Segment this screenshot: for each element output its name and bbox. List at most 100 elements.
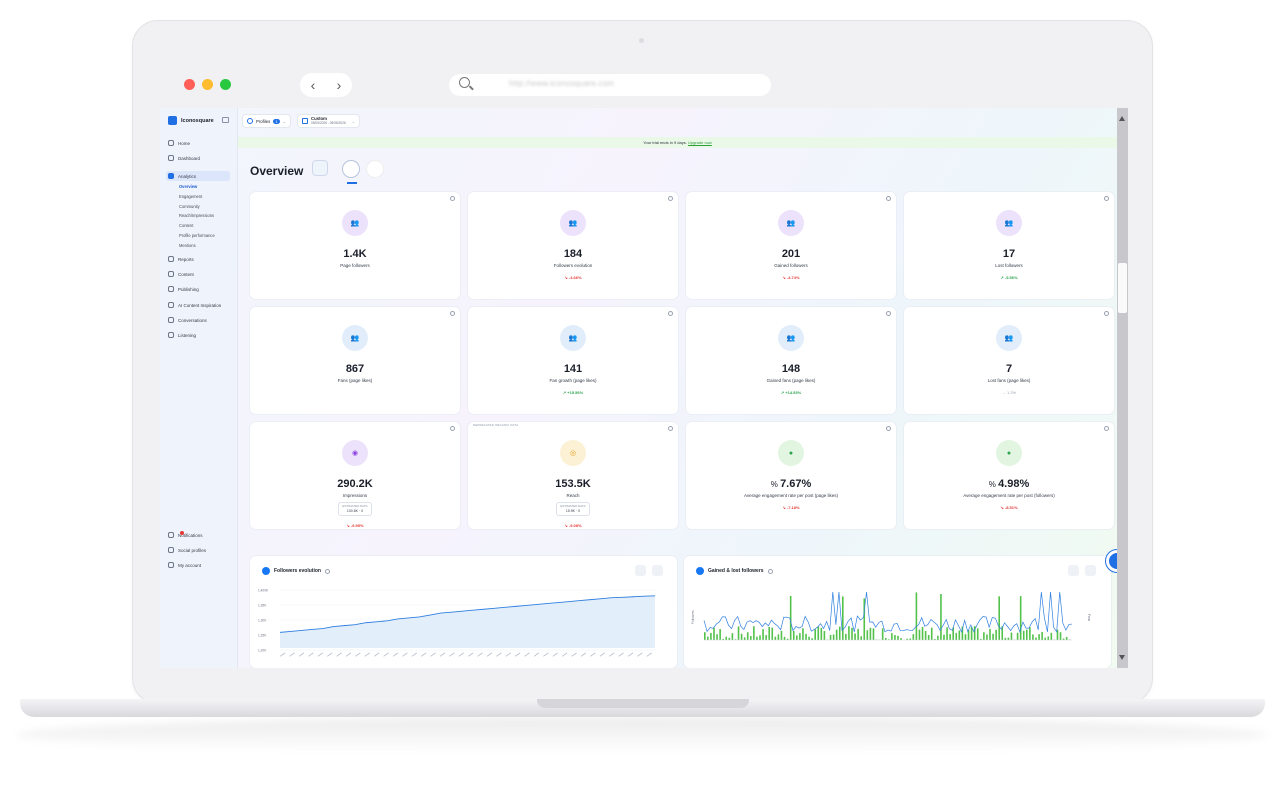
collapse-sidebar-icon[interactable]: [222, 117, 229, 123]
x-tick-mark: [562, 652, 568, 657]
sidebar-item-my-account[interactable]: My account: [168, 562, 201, 568]
info-icon[interactable]: [886, 311, 891, 316]
bar: [961, 626, 964, 640]
info-icon[interactable]: [886, 426, 891, 431]
info-icon[interactable]: [450, 426, 455, 431]
bar: [949, 634, 951, 640]
sidebar-item-publishing[interactable]: Publishing: [168, 286, 199, 292]
sidebar-item-dashboard[interactable]: Dashboard: [168, 155, 200, 161]
bar: [958, 630, 961, 640]
bar: [710, 632, 712, 640]
info-icon[interactable]: [767, 568, 773, 574]
sidebar-item-home[interactable]: Home: [168, 140, 190, 146]
bar: [756, 636, 758, 640]
facebook-icon: [262, 567, 270, 575]
info-icon[interactable]: [1104, 311, 1109, 316]
metric-change: ↗ +14.53%: [686, 390, 896, 395]
expand-icon[interactable]: [1068, 565, 1079, 576]
x-tick-mark: [402, 652, 408, 657]
metric-value: 1.4K: [250, 248, 460, 260]
info-icon[interactable]: [1104, 196, 1109, 201]
maximize-window-icon[interactable]: [220, 79, 231, 90]
info-icon[interactable]: [1104, 426, 1109, 431]
sidebar-subitem-reach-impressions[interactable]: Reach/Impressions: [179, 213, 215, 219]
download-icon[interactable]: [1085, 565, 1096, 576]
scroll-down-icon[interactable]: [1119, 655, 1125, 660]
bar: [918, 629, 921, 640]
profiles-filter[interactable]: Profiles 1 ⌄: [242, 114, 291, 128]
bar: [872, 628, 875, 640]
metric-label: Average engagement rate per post (page l…: [744, 493, 838, 498]
iconosquare-logo-icon: [168, 116, 177, 125]
brand-name: Iconosquare: [181, 117, 214, 124]
sidebar-item-ai-content-inspiration[interactable]: AI Content Inspiration: [168, 302, 221, 308]
followers-icon: 👥: [778, 210, 804, 236]
bar: [848, 626, 850, 640]
estimated-value-b: 0: [361, 509, 364, 513]
sidebar-item-social-profiles[interactable]: Social profiles: [168, 547, 206, 553]
scroll-up-icon[interactable]: [1119, 116, 1125, 121]
x-tick-mark: [496, 652, 502, 657]
upgrade-link[interactable]: Upgrade now: [687, 140, 712, 145]
sidebar-subitem-overview[interactable]: Overview: [179, 184, 198, 189]
bar: [746, 632, 749, 640]
brand[interactable]: Iconosquare: [168, 116, 214, 125]
info-icon[interactable]: [886, 196, 891, 201]
metric-value-text: 867: [345, 363, 365, 375]
bar: [884, 637, 887, 640]
expand-icon[interactable]: [635, 565, 646, 576]
bar: [835, 629, 838, 640]
bar: [780, 630, 783, 640]
chat-support-icon[interactable]: [1106, 550, 1117, 572]
metric-change-text: +15.56%: [567, 390, 584, 395]
bar: [704, 632, 706, 640]
bar: [1047, 636, 1050, 640]
bar: [789, 595, 792, 640]
scrollbar[interactable]: [1117, 108, 1128, 668]
followers-icon: 👥: [560, 210, 586, 236]
gained-lost-followers-chart: Gained & lost followers Followers Fans: [684, 556, 1111, 668]
metric-value: 17: [904, 248, 1114, 260]
metric-change-text: -8.51%: [1004, 505, 1018, 510]
sidebar-subitem-content[interactable]: Content: [179, 223, 194, 229]
x-tick-mark: [571, 652, 577, 657]
info-icon[interactable]: [324, 568, 330, 574]
bar: [716, 634, 718, 640]
date-range-filter[interactable]: Custom 05/05/2026 - 05/06/2026 ⌄: [297, 114, 361, 128]
info-icon[interactable]: [450, 311, 455, 316]
y-tick-label: 1,25K: [258, 634, 267, 638]
sidebar-item-conversations[interactable]: Conversations: [168, 317, 207, 323]
back-icon[interactable]: ‹: [310, 77, 316, 93]
download-icon[interactable]: [652, 565, 663, 576]
info-icon[interactable]: [668, 196, 673, 201]
bar: [1022, 630, 1025, 640]
bar: [888, 639, 890, 640]
address-bar[interactable]: http://www.iconosquare.com: [449, 74, 771, 96]
sidebar-subitem-profile-performance[interactable]: Profile performance: [179, 233, 215, 238]
sidebar-item-reports[interactable]: Reports: [168, 256, 194, 262]
sidebar-item-listening[interactable]: Listening: [168, 332, 196, 338]
sidebar-item-analytics[interactable]: Analytics: [166, 171, 230, 181]
close-window-icon[interactable]: [184, 79, 195, 90]
facebook-profile-avatar[interactable]: [342, 160, 360, 184]
notification-dot: [180, 531, 184, 535]
sidebar-subitem-mentions[interactable]: Mentions: [179, 242, 196, 248]
info-icon[interactable]: [668, 426, 673, 431]
info-icon[interactable]: [450, 196, 455, 201]
info-icon[interactable]: [668, 311, 673, 316]
bar: [799, 633, 801, 640]
sidebar-subitem-engagement[interactable]: Engagement: [179, 193, 203, 199]
secondary-profile-avatar[interactable]: [366, 160, 384, 178]
metric-card-followers-evolution: 👥 184 Followers evolution ↘ -4.66%: [468, 192, 678, 299]
sidebar-item-label: Social profiles: [178, 547, 207, 553]
sidebar-item-label: Notifications: [178, 532, 203, 538]
forward-icon[interactable]: ›: [336, 77, 342, 93]
profile-filter-button[interactable]: [312, 160, 328, 176]
x-tick-mark: [392, 652, 399, 657]
sidebar-item-content[interactable]: Content: [168, 271, 194, 277]
minimize-window-icon[interactable]: [202, 79, 213, 90]
x-tick-mark: [646, 652, 652, 657]
sidebar-subitem-community[interactable]: Community: [179, 203, 200, 209]
scrollbar-thumb[interactable]: [1118, 263, 1127, 313]
sidebar-item-notifications[interactable]: Notifications: [168, 531, 203, 538]
